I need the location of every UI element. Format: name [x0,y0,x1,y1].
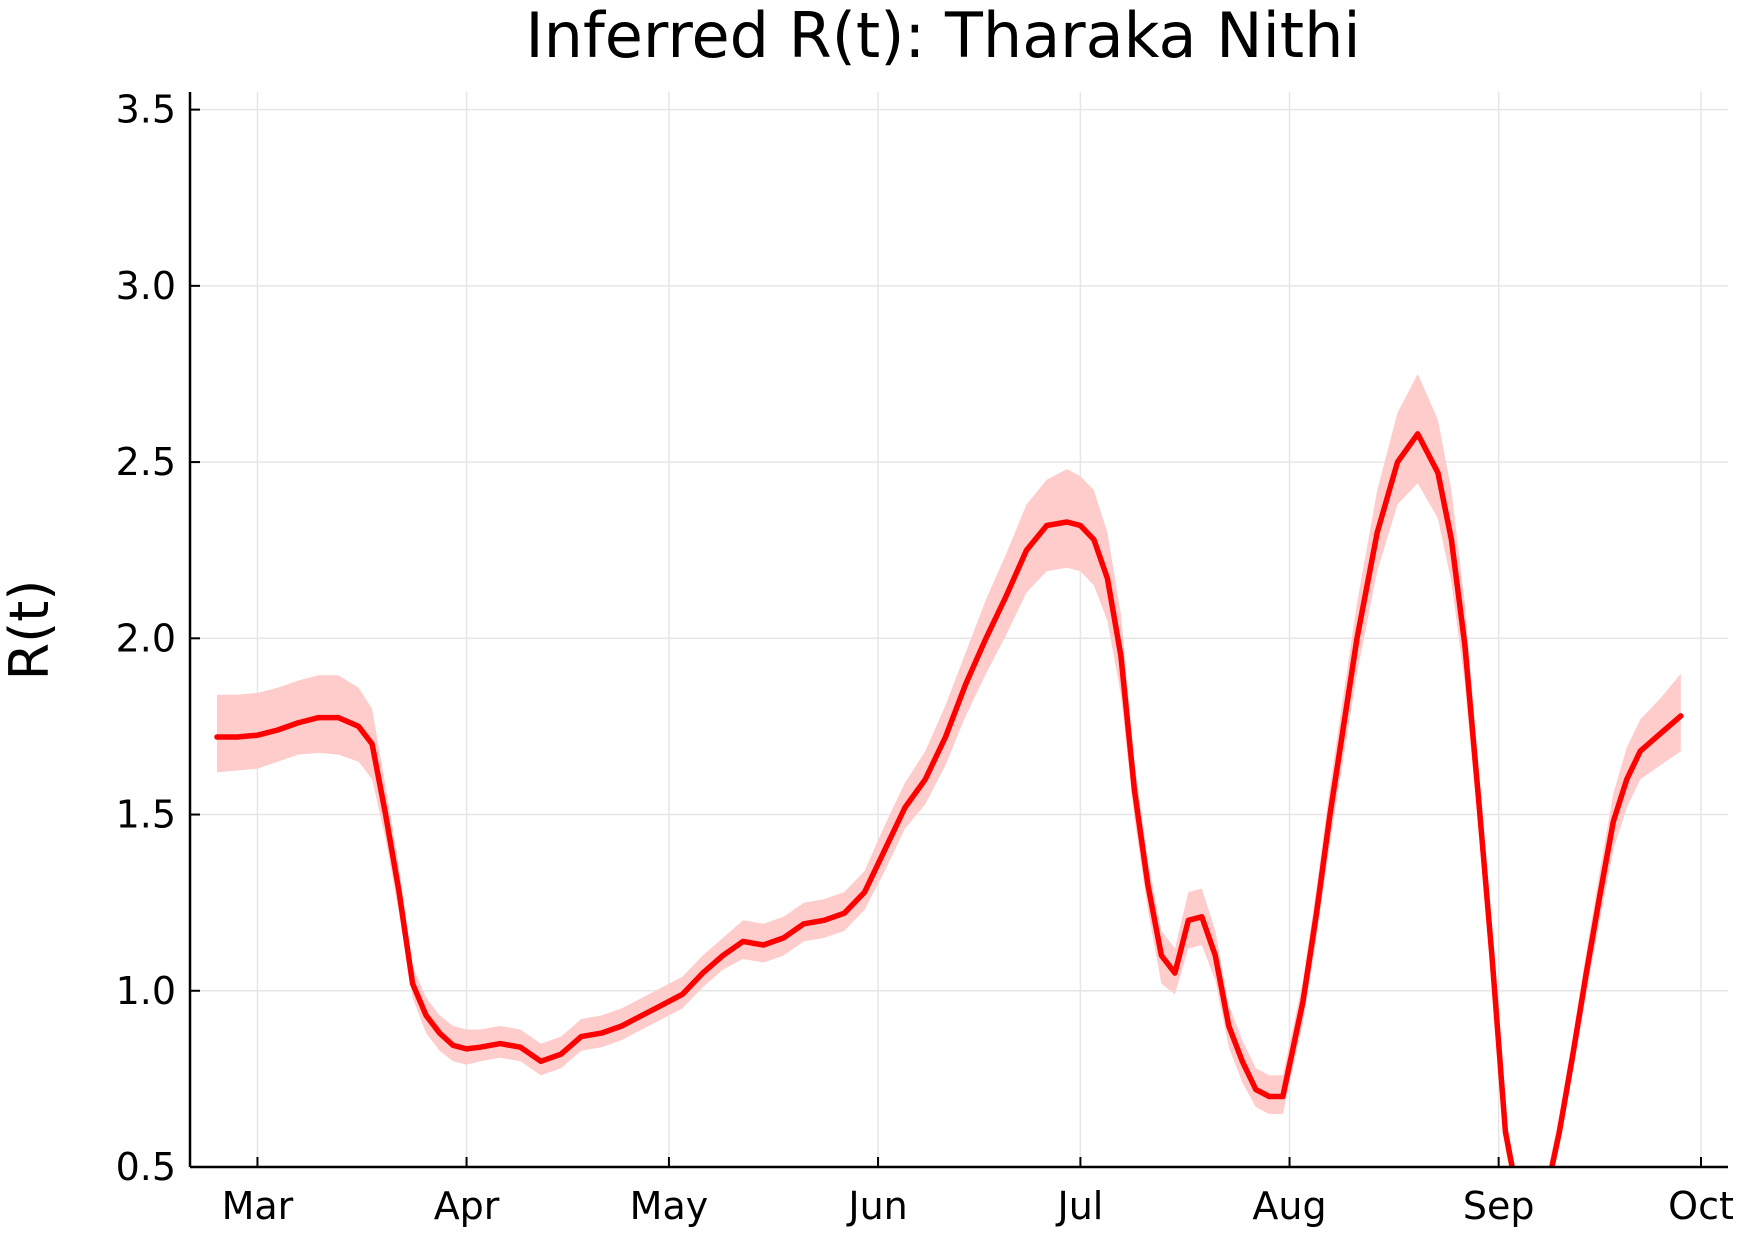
x-tick-label: Oct [1668,1184,1734,1228]
x-tick-label: Jun [846,1184,907,1228]
x-tick-label: Jul [1055,1184,1103,1228]
y-tick-label: 2.5 [116,440,176,484]
chart-title: Inferred R(t): Tharaka Nithi [525,0,1360,72]
y-tick-label: 3.5 [116,88,176,132]
x-tick-label: May [630,1184,709,1228]
x-tick-label: Mar [222,1184,294,1228]
confidence-band [217,374,1681,1167]
y-tick-label: 2.0 [116,616,176,660]
y-tick-label: 0.5 [116,1145,176,1189]
tick-labels: 0.5 1.0 1.5 2.0 2.5 3.0 3.5 Mar Apr May Jun Jul Aug S… [116,88,1734,1228]
x-tick-label: Aug [1252,1184,1326,1228]
rt-series-line [214,431,1684,1167]
y-tick-label: 3.0 [116,264,176,308]
series-line-layer [214,431,1684,1167]
confidence-band-layer [217,374,1681,1167]
y-tick-label: 1.0 [116,969,176,1013]
x-tick-label: Sep [1463,1184,1535,1228]
axes [188,92,1728,1169]
x-tick-label: Apr [434,1184,500,1228]
y-axis-label: R(t) [0,580,61,681]
y-tick-label: 1.5 [116,793,176,837]
grid [190,92,1728,1168]
